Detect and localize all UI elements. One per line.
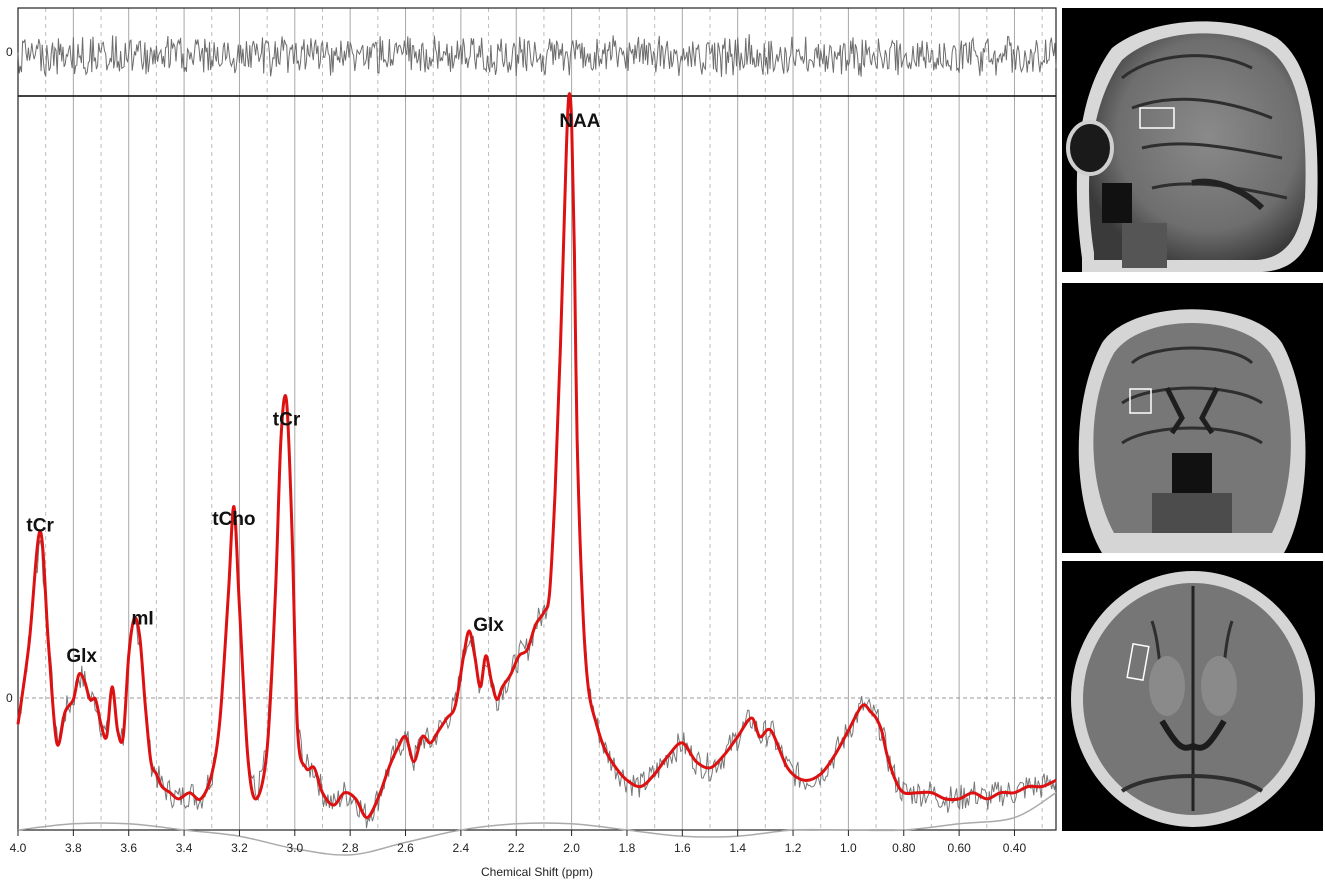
baseline-series (17, 792, 1057, 856)
mri-panel (1060, 0, 1325, 885)
data-series (17, 112, 1057, 829)
peak-label: tCr (26, 515, 54, 536)
x-tick-label: 2.6 (397, 841, 414, 855)
peak-label: tCr (273, 410, 301, 431)
coronal-brain-illustration (1078, 309, 1306, 553)
axial-brain-illustration (1071, 571, 1315, 827)
sagittal-brain-illustration (1066, 21, 1318, 272)
x-tick-label: 0.60 (947, 841, 971, 855)
x-axis-ticks: 4.0 3.8 3.6 3.4 3.2 3.0 2.8 2.6 2.4 2.2 2.0 1.8 1.6 1… (10, 830, 1027, 855)
x-tick-label: 1.6 (674, 841, 691, 855)
x-tick-label: 4.0 (10, 841, 27, 855)
residual-zero-label: 0 (6, 45, 13, 59)
spectrum-panel: 0 0 4.0 3.8 3.6 3.4 3.2 3.0 2.8 2.6 2.4 2.2 2.0 1.8… (6, 7, 1057, 879)
plot-frame (17, 95, 1057, 831)
residual-series (17, 34, 1057, 77)
spectrum-chart: 0 0 4.0 3.8 3.6 3.4 3.2 3.0 2.8 2.6 2.4 2.2 2.0 1.8… (6, 7, 1057, 879)
x-tick-label: 3.6 (120, 841, 137, 855)
mri-sagittal-image (1062, 8, 1323, 272)
x-tick-label: 3.4 (176, 841, 193, 855)
x-tick-label: 3.2 (231, 841, 248, 855)
x-tick-label: 3.8 (65, 841, 82, 855)
x-tick-label: 3.0 (286, 841, 303, 855)
peak-label: Glx (473, 615, 504, 636)
x-tick-label: 2.0 (563, 841, 580, 855)
grid-lines (17, 8, 1043, 830)
voxel-box-sagittal (1139, 107, 1175, 129)
peak-label: Glx (66, 646, 97, 667)
x-tick-label: 2.2 (508, 841, 525, 855)
x-tick-label: 2.4 (453, 841, 470, 855)
mri-axial-image (1062, 561, 1323, 831)
x-tick-label: 1.2 (785, 841, 802, 855)
x-tick-label: 2.8 (342, 841, 359, 855)
peak-label: mI (131, 609, 153, 630)
x-axis-title: Chemical Shift (ppm) (481, 865, 593, 879)
peak-label: tCho (212, 509, 255, 530)
peak-label: NAA (559, 111, 600, 132)
fit-series (16, 92, 1057, 820)
x-tick-label: 1.8 (619, 841, 636, 855)
x-tick-label: 0.40 (1003, 841, 1027, 855)
voxel-box-coronal (1129, 388, 1152, 414)
x-tick-label: 1.4 (729, 841, 746, 855)
peak-labels: tCr Glx mI tCho tCr Glx NAA (26, 111, 600, 667)
x-tick-label: 0.80 (892, 841, 916, 855)
voxel-box-axial (1126, 643, 1150, 681)
x-tick-label: 1.0 (840, 841, 857, 855)
mri-coronal-image (1062, 283, 1323, 553)
zero-label: 0 (6, 691, 13, 705)
